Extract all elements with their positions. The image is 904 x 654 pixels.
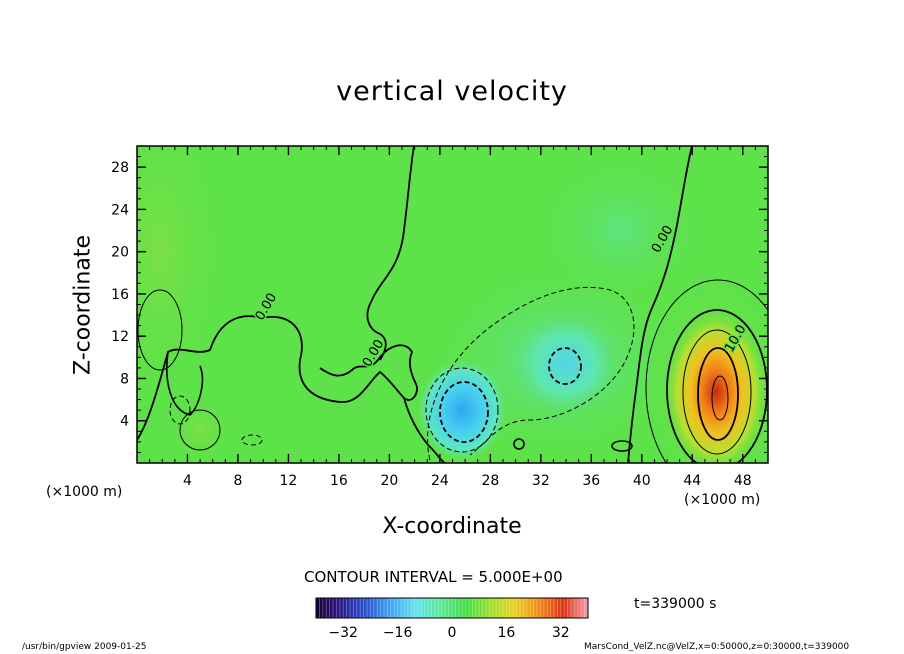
y-tick-label: 12	[111, 329, 129, 345]
y-tick-label: 8	[120, 371, 129, 387]
footer-command: /usr/bin/gpview 2009-01-25	[22, 642, 147, 652]
colorbar: −32 −16 0 16 32	[315, 597, 589, 641]
x-tick-label: 36	[582, 473, 600, 489]
colorbar-ramp	[316, 598, 588, 618]
colorbar-tick-label: 16	[497, 625, 515, 641]
time-label: t=339000 s	[634, 596, 717, 612]
x-tick-label: 20	[380, 473, 398, 489]
colorbar-tick-label: −16	[383, 625, 413, 641]
x-axis-label: X-coordinate	[382, 514, 522, 539]
x-tick-label: 4	[183, 473, 192, 489]
y-tick-label: 20	[111, 245, 129, 261]
x-tick-label: 28	[481, 473, 499, 489]
x-tick-label: 16	[330, 473, 348, 489]
y-tick-label: 24	[111, 202, 129, 218]
y-tick-label: 16	[111, 287, 129, 303]
x-tick-label: 32	[532, 473, 550, 489]
colorbar-tick-label: 0	[448, 625, 457, 641]
contour-interval-label: CONTOUR INTERVAL = 5.000E+00	[304, 568, 563, 586]
x-unit-label-right: (×1000 m)	[684, 492, 761, 508]
chart-title: vertical velocity	[336, 76, 568, 107]
x-tick-label: 40	[633, 473, 651, 489]
x-tick-label: 8	[233, 473, 242, 489]
colorbar-tick-label: −32	[328, 625, 358, 641]
y-axis-label: Z-coordinate	[70, 235, 96, 375]
y-tick-label: 4	[120, 414, 129, 430]
heatmap-field	[137, 146, 768, 463]
colorbar-ticks: −32 −16 0 16 32	[328, 625, 569, 641]
colorbar-frame	[315, 597, 589, 619]
contour-lines	[137, 146, 768, 463]
y-tick-label: 28	[111, 160, 129, 176]
colorbar-tick-label: 32	[552, 625, 570, 641]
x-tick-label: 44	[683, 473, 701, 489]
footer-source: MarsCond_VelZ.nc@VelZ,x=0:50000,z=0:3000…	[584, 642, 850, 652]
x-tick-label: 48	[734, 473, 752, 489]
x-tick-label: 12	[280, 473, 298, 489]
colorbar-stripes	[318, 598, 585, 618]
x-unit-label-left: (×1000 m)	[46, 484, 123, 500]
x-tick-label: 24	[431, 473, 449, 489]
